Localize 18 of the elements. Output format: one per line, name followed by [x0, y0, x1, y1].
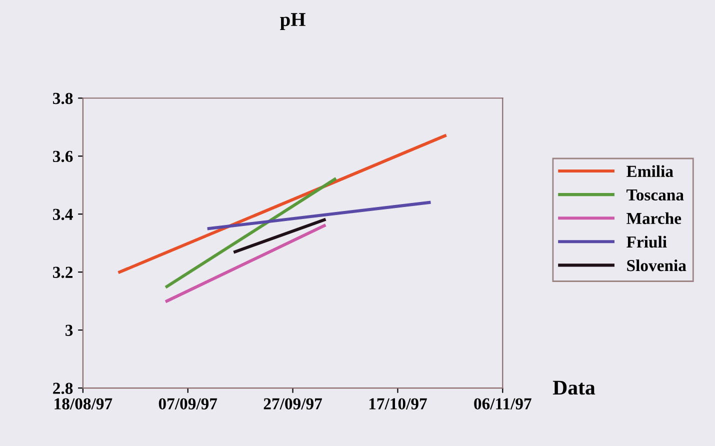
- x-axis-title: Data: [552, 380, 596, 395]
- legend-label: Friuli: [626, 236, 667, 248]
- x-tick-label: 18/08/97: [54, 398, 112, 410]
- y-tick-label: 3.4: [53, 208, 73, 220]
- x-tick-label: 27/09/97: [264, 398, 322, 410]
- x-tick-label: 06/11/97: [474, 398, 532, 410]
- chart-title: pH: [280, 13, 306, 30]
- y-tick-label: 2.8: [53, 382, 73, 394]
- y-tick-label: 3: [66, 324, 73, 336]
- x-tick-label: 07/09/97: [158, 398, 218, 410]
- y-tick-label: 3.2: [53, 266, 72, 278]
- legend-label: Emilia: [626, 165, 674, 177]
- x-tick-label: 17/10/97: [369, 398, 427, 410]
- legend-label: Toscana: [626, 189, 684, 201]
- y-tick-label: 3.8: [53, 92, 73, 104]
- y-tick-label: 3.6: [53, 150, 73, 162]
- legend-label: Slovenia: [627, 259, 686, 272]
- legend-label: Marche: [626, 212, 682, 224]
